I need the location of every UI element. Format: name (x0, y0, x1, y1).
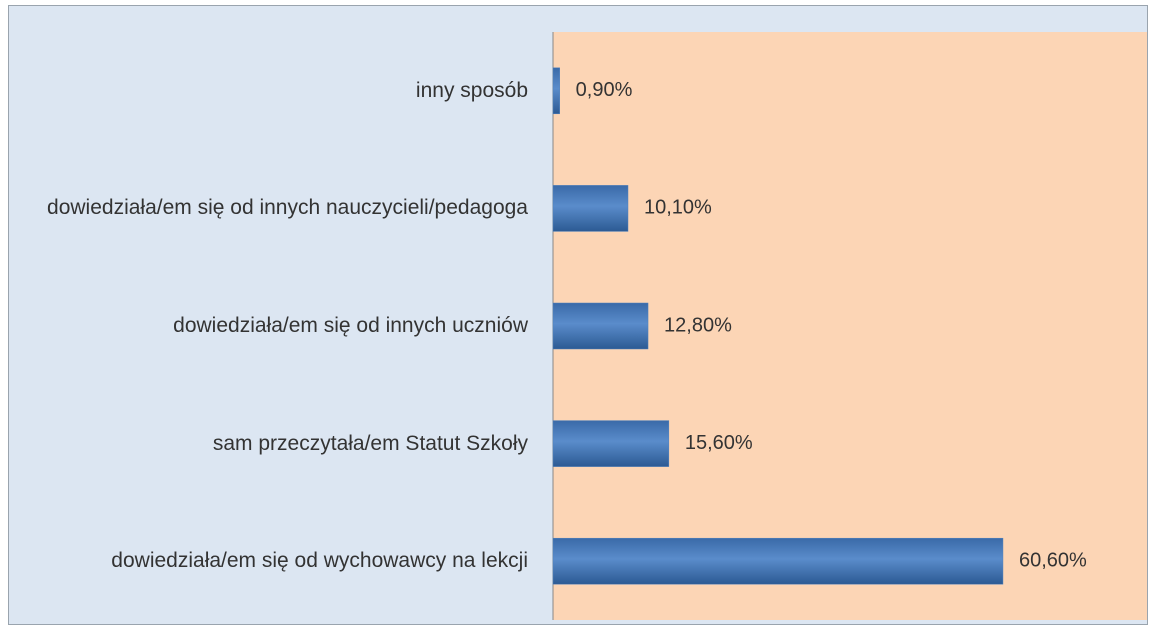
plot-area (553, 32, 1147, 620)
data-label: 60,60% (1019, 549, 1087, 571)
bar (552, 185, 629, 232)
bar (552, 420, 670, 467)
category-label: sam przeczytała/em Statut Szkoły (212, 431, 528, 455)
bar (552, 302, 649, 350)
data-label: 0,90% (576, 79, 633, 101)
category-label: dowiedziała/em się od wychowawcy na lekc… (111, 549, 528, 573)
data-label: 15,60% (685, 432, 753, 454)
category-label: inny sposób (415, 78, 528, 102)
data-label: 10,10% (644, 197, 712, 219)
bar (552, 537, 1004, 585)
category-label: dowiedziała/em się od innych nauczycieli… (47, 196, 528, 220)
bar (552, 67, 560, 115)
category-label: dowiedziała/em się od innych uczniów (173, 314, 528, 337)
data-label: 12,80% (664, 314, 732, 336)
